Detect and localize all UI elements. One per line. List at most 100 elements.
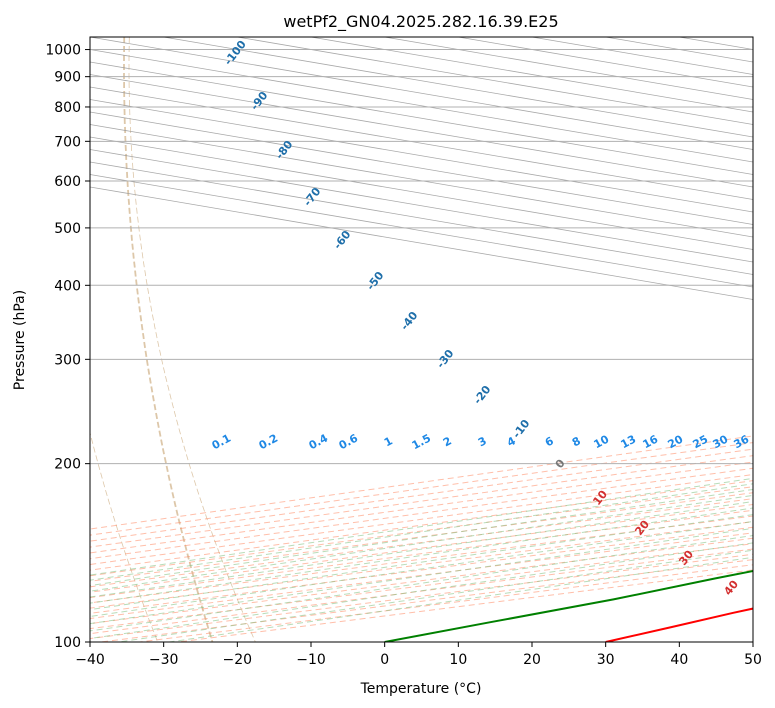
y-tick-label: 900 [54,70,81,86]
isotherm-line [90,99,753,213]
dry-adiabat-line [139,564,753,642]
mixing-ratio-label: 2 [441,434,454,449]
x-tick-label: 50 [744,652,762,668]
chart-title: wetPf2_GN04.2025.282.16.39.E25 [283,12,558,32]
isotherm-line [752,37,753,38]
isotherm-line [90,136,753,250]
mixing-ratio-label: 16 [641,432,661,451]
x-tick-label: 10 [449,652,467,668]
y-axis-label: Pressure (hPa) [12,290,28,390]
dry-adiabat-label: -30 [434,347,457,371]
y-axis-ticks: 100 200 300 400 500 600 700 800 900 1000 [45,43,90,651]
dry-adiabat-label: -20 [471,383,494,407]
x-axis-label: Temperature (°C) [360,681,482,697]
x-tick-label: −40 [75,652,105,668]
x-tick-label: 40 [670,652,688,668]
dry-adiabat-line [90,448,753,542]
moist-adiabat-line [90,514,753,611]
y-tick-label: 500 [54,221,81,237]
mixing-ratio-label: 0.1 [210,432,233,453]
mixing-ratio-label: 0.2 [257,432,280,453]
dry-adiabat-line [90,492,753,582]
isotherm-line [458,37,753,88]
isotherm-line [605,37,753,63]
mixing-ratio-label: 6 [543,434,556,449]
isotherm-line [90,174,753,288]
isopleth-labels: -100-90-80-70-60-50-40-30-20-100.1 0.2 0.4… [210,38,752,598]
isotherm-line [90,74,753,188]
plot-area: -100-90-80-70-60-50-40-30-20-100.1 0.2 0.4… [90,37,753,642]
background-curve [123,37,214,642]
mixing-ratio-label: 25 [691,433,711,452]
x-tick-label: 30 [597,652,615,668]
x-tick-label: 0 [380,652,389,668]
y-tick-label: 1000 [45,43,81,59]
x-tick-label: −20 [223,652,253,668]
dry-adiabat-line [90,509,753,599]
mixing-ratio-label: 30 [711,432,731,451]
dry-adiabat-line [90,474,753,565]
isotherm-line [384,37,753,100]
isotherms [90,37,753,300]
dry-adiabat-line [90,461,753,554]
mixing-ratio-label: 0.4 [307,431,331,452]
y-tick-label: 200 [54,457,81,473]
isotherm-line [90,149,753,263]
dry-adiabat-line [90,521,753,609]
dry-adiabat-label: -50 [364,269,387,293]
mixing-ratio-label: 1.5 [410,432,433,453]
isotherm-line [90,37,753,150]
dry-adiabat-line [90,548,753,635]
mixing-ratio-label: 10 [592,432,612,451]
x-tick-label: −10 [296,652,326,668]
y-tick-label: 300 [54,352,81,368]
dry-adiabat-line [90,526,753,614]
mixing-ratio-label: 1 [382,434,395,449]
dry-adiabat-line [90,553,753,640]
moist-adiabat-line [90,527,753,625]
moist-adiabat-line [90,494,753,592]
dry-adiabat-line [90,435,753,530]
dry-adiabat-line [90,503,753,593]
mixing-ratio-label: 0.6 [337,431,361,452]
dry-adiabat-line [90,480,753,571]
dry-adiabats [90,435,753,642]
mixing-ratio-label: 13 [619,433,639,452]
moist-adiabat-line [90,483,753,581]
mixing-ratio-label: 20 [666,432,686,451]
y-tick-label: 700 [54,134,81,150]
dry-adiabat-line [90,515,753,604]
isotherm-line [90,61,753,175]
moist-adiabat-label: 40 [721,578,741,598]
dry-adiabat-line [90,455,753,548]
isotherm-line [90,86,753,200]
dry-adiabat-line [90,543,753,630]
mixing-ratio-label: 3 [476,434,489,449]
moist-adiabats [90,477,753,642]
dry-adiabat-line [90,498,753,588]
moist-adiabat-line [90,501,753,598]
x-axis-ticks: −40 −30 −20 −10 0 10 20 30 40 50 [75,642,762,668]
isotherm-line [90,161,753,275]
mixing-ratio-label: 8 [570,434,583,449]
dry-adiabat-line [90,532,753,620]
dry-adiabat-line [90,442,753,536]
isotherm-line [90,186,753,300]
moist-adiabat-line [90,477,753,576]
isotherm-line [90,49,753,163]
dry-adiabat-label: -40 [398,309,421,333]
dry-adiabat-line [90,467,753,560]
y-tick-label: 800 [54,100,81,116]
mixing-ratio-label: 36 [732,432,752,451]
moist-adiabat-line [90,488,753,587]
y-tick-label: 100 [54,635,81,651]
moist-adiabat-label: 30 [676,548,696,568]
pressure-gridlines [90,49,753,642]
y-tick-label: 600 [54,174,81,190]
moist-adiabat-line [90,507,753,604]
dry-adiabat-line [90,537,753,625]
background-curves [90,37,256,642]
isotherm-line [90,124,753,238]
dry-adiabat-line [90,486,753,577]
x-tick-label: −30 [149,652,179,668]
